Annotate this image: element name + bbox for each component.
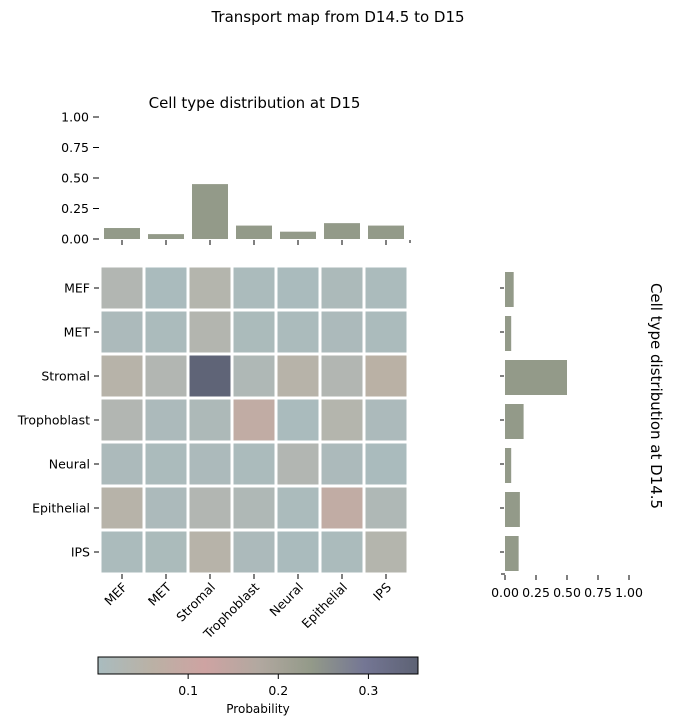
heatmap-cell-ips-met xyxy=(145,531,187,573)
heatmap-cell-epithelial-stromal xyxy=(189,487,231,529)
heatmap-cell-ips-ips xyxy=(365,531,407,573)
top-bar-mef xyxy=(104,228,140,239)
right-bar-chart: 0.00 0.25 0.50 0.75 1.00 xyxy=(491,272,643,600)
heatmap-cell-met-met xyxy=(145,311,187,353)
right-bar-epithelial xyxy=(505,492,520,527)
heatmap-cell-epithelial-epithelial xyxy=(321,487,363,529)
right-xtick-label: 0.25 xyxy=(522,585,550,600)
heatmap-cell-stromal-met xyxy=(145,355,187,397)
top-bar-neural xyxy=(280,231,316,239)
heatmap-xtick-label: IPS xyxy=(370,579,394,603)
right-xtick-label: 0.50 xyxy=(553,585,581,600)
top-bar-stromal xyxy=(192,184,228,239)
heatmap-ytick-label: Epithelial xyxy=(32,501,90,516)
heatmap-cell-neural-ips xyxy=(365,443,407,485)
colorbar-tick-label: 0.1 xyxy=(178,683,198,698)
heatmap-cell-neural-mef xyxy=(101,443,143,485)
colorbar-tick-label: 0.3 xyxy=(358,683,378,698)
heatmap-ytick-label: Neural xyxy=(49,457,90,472)
heatmap-cell-stromal-trophoblast xyxy=(233,355,275,397)
heatmap-ytick-label: MET xyxy=(64,325,91,340)
heatmap-cell-mef-ips xyxy=(365,267,407,309)
right-bar-mef xyxy=(505,272,514,307)
heatmap-cell-stromal-stromal xyxy=(189,355,231,397)
colorbar: 0.1 0.2 0.3 xyxy=(97,656,419,698)
heatmap-cell-trophoblast-neural xyxy=(277,399,319,441)
top-chart-title: Cell type distribution at D15 xyxy=(148,94,361,112)
heatmap-cell-met-epithelial xyxy=(321,311,363,353)
heatmap-cell-met-trophoblast xyxy=(233,311,275,353)
heatmap-cell-met-stromal xyxy=(189,311,231,353)
top-bar-epithelial xyxy=(324,223,360,239)
right-bar-ips xyxy=(505,536,519,571)
top-bar-trophoblast xyxy=(236,225,272,239)
heatmap-cell-ips-epithelial xyxy=(321,531,363,573)
heatmap-cell-trophoblast-met xyxy=(145,399,187,441)
heatmap-cell-trophoblast-ips xyxy=(365,399,407,441)
heatmap-cell-met-mef xyxy=(101,311,143,353)
heatmap-cell-neural-met xyxy=(145,443,187,485)
heatmap-cell-neural-trophoblast xyxy=(233,443,275,485)
heatmap-xtick-label: Stromal xyxy=(173,580,218,625)
top-bar-ips xyxy=(368,225,404,239)
heatmap-cell-trophoblast-mef xyxy=(101,399,143,441)
top-bar-met xyxy=(148,234,184,239)
heatmap-cell-stromal-ips xyxy=(365,355,407,397)
heatmap-xtick-label: Neural xyxy=(266,580,306,620)
heatmap-cell-neural-stromal xyxy=(189,443,231,485)
heatmap: MEFMETStromalTrophoblastNeuralEpithelial… xyxy=(17,267,407,642)
heatmap-ytick-label: MEF xyxy=(64,281,90,296)
heatmap-cell-mef-neural xyxy=(277,267,319,309)
colorbar-tick-label: 0.2 xyxy=(268,683,288,698)
heatmap-cell-met-ips xyxy=(365,311,407,353)
right-xtick-label: 0.00 xyxy=(491,585,519,600)
heatmap-cell-neural-neural xyxy=(277,443,319,485)
heatmap-cell-ips-stromal xyxy=(189,531,231,573)
top-ytick-label: 1.00 xyxy=(61,110,89,125)
right-xtick-label: 1.00 xyxy=(615,585,643,600)
heatmap-xtick-label: Epithelial xyxy=(299,580,351,632)
heatmap-cell-stromal-neural xyxy=(277,355,319,397)
heatmap-cell-met-neural xyxy=(277,311,319,353)
right-xtick-label: 0.75 xyxy=(584,585,612,600)
heatmap-ytick-label: IPS xyxy=(71,545,90,560)
heatmap-cell-mef-epithelial xyxy=(321,267,363,309)
heatmap-cell-ips-mef xyxy=(101,531,143,573)
heatmap-cell-trophoblast-stromal xyxy=(189,399,231,441)
heatmap-cell-neural-epithelial xyxy=(321,443,363,485)
heatmap-xtick-label: MET xyxy=(145,579,174,608)
heatmap-cell-epithelial-neural xyxy=(277,487,319,529)
right-bar-neural xyxy=(505,448,512,483)
heatmap-cell-mef-met xyxy=(145,267,187,309)
top-ytick-label: 0.75 xyxy=(61,140,89,155)
right-bar-stromal xyxy=(505,360,567,395)
colorbar-bar xyxy=(97,656,419,675)
heatmap-cell-ips-trophoblast xyxy=(233,531,275,573)
heatmap-cell-trophoblast-trophoblast xyxy=(233,399,275,441)
figure-title: Transport map from D14.5 to D15 xyxy=(211,8,465,26)
heatmap-cell-mef-mef xyxy=(101,267,143,309)
heatmap-cell-stromal-epithelial xyxy=(321,355,363,397)
heatmap-cell-epithelial-trophoblast xyxy=(233,487,275,529)
heatmap-cell-epithelial-mef xyxy=(101,487,143,529)
heatmap-cell-ips-neural xyxy=(277,531,319,573)
top-ytick-label: 0.50 xyxy=(61,171,89,186)
heatmap-cell-trophoblast-epithelial xyxy=(321,399,363,441)
heatmap-cell-mef-stromal xyxy=(189,267,231,309)
top-ytick-label: 0.00 xyxy=(61,232,89,247)
heatmap-cell-stromal-mef xyxy=(101,355,143,397)
colorbar-label: Probability xyxy=(226,702,290,716)
heatmap-xtick-label: MEF xyxy=(101,580,130,609)
heatmap-ytick-label: Stromal xyxy=(41,369,90,384)
right-bar-trophoblast xyxy=(505,404,524,439)
heatmap-cell-epithelial-met xyxy=(145,487,187,529)
heatmap-cell-mef-trophoblast xyxy=(233,267,275,309)
top-ytick-label: 0.25 xyxy=(61,201,89,216)
top-bar-chart: 0.00 0.25 0.50 0.75 1.00 xyxy=(61,110,411,247)
heatmap-cell-epithelial-ips xyxy=(365,487,407,529)
heatmap-ytick-label: Trophoblast xyxy=(17,413,90,428)
right-bar-met xyxy=(505,316,512,351)
